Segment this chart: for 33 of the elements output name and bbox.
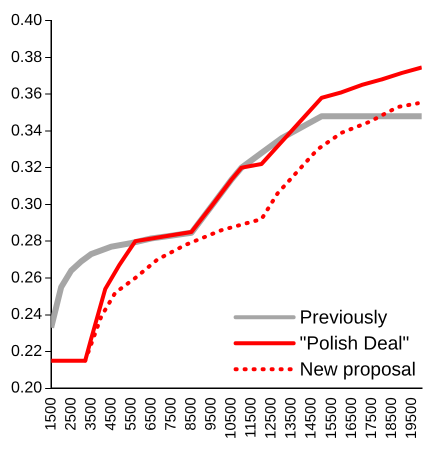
y-tick-label: 0.40: [11, 12, 42, 30]
x-tick-label: 18500: [382, 397, 400, 440]
x-tick-label: 9500: [202, 397, 220, 431]
x-tick-label: 2500: [62, 397, 80, 431]
y-tick-label: 0.30: [11, 196, 42, 213]
y-tick-label: 0.24: [11, 306, 42, 324]
x-tick-label: 19500: [402, 397, 420, 440]
x-tick-label: 4500: [102, 397, 120, 431]
x-tick-label: 7500: [162, 397, 180, 431]
legend-label: New proposal: [300, 360, 416, 381]
y-tick-label: 0.20: [11, 380, 42, 397]
y-tick-label: 0.28: [11, 232, 42, 250]
legend-label: "Polish Deal": [300, 334, 410, 355]
y-tick-label: 0.26: [11, 269, 42, 286]
y-tick-label: 0.38: [11, 48, 42, 66]
x-tick-label: 5500: [122, 397, 140, 431]
x-tick-label: 17500: [362, 397, 380, 440]
x-tick-label: 8500: [182, 397, 200, 431]
y-tick-label: 0.22: [11, 342, 42, 360]
legend-label: Previously: [300, 308, 388, 329]
x-tick-label: 12500: [262, 397, 280, 440]
y-tick-label: 0.36: [11, 86, 42, 103]
x-tick-label: 3500: [82, 397, 100, 431]
y-tick-label: 0.32: [11, 159, 42, 176]
x-tick-label: 1500: [42, 397, 60, 431]
y-tick-label: 0.34: [11, 122, 42, 140]
x-tick-label: 13500: [282, 397, 300, 440]
x-tick-label: 11500: [242, 397, 260, 438]
x-tick-label: 16500: [342, 397, 360, 440]
x-tick-label: 6500: [142, 397, 160, 431]
x-tick-label: 14500: [302, 397, 320, 440]
x-tick-label: 15500: [322, 397, 340, 440]
x-tick-label: 10500: [222, 397, 240, 440]
